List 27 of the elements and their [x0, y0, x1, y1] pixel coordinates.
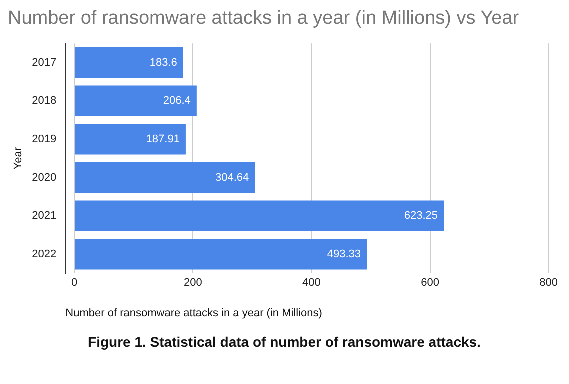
y-axis-title: Year [12, 147, 25, 170]
data-label: 183.6 [150, 56, 178, 69]
y-tick-label: 2018 [32, 95, 57, 108]
y-tick-label: 2020 [32, 172, 57, 184]
x-tick-label: 400 [302, 277, 321, 290]
x-tick-label: 200 [184, 277, 202, 290]
bar [75, 47, 184, 78]
x-tick-label: 600 [421, 277, 440, 290]
y-tick-label: 2017 [32, 56, 57, 69]
data-label: 493.33 [327, 248, 362, 260]
bar [75, 162, 256, 194]
data-label: 206.4 [163, 95, 191, 108]
y-tick-label: 2019 [32, 133, 57, 146]
chart-title: Number of ransomware attacks in a year (in Millions) vs Year [8, 8, 520, 30]
data-label: 304.64 [216, 172, 250, 184]
bar [75, 239, 368, 270]
bar [75, 86, 197, 116]
data-label: 623.25 [404, 210, 438, 222]
y-tick-label: 2021 [32, 210, 57, 222]
x-tick-label: 0 [72, 277, 78, 290]
bar [75, 200, 444, 232]
x-tick-label: 800 [540, 277, 558, 290]
caption: Figure 1. Statistical data of number of ransomware attacks. [87, 334, 482, 350]
x-axis-title: Number of ransomware attacks in a year (in Millions) [66, 307, 322, 320]
y-tick-label: 2022 [32, 248, 57, 260]
data-label: 187.91 [146, 133, 180, 146]
bar [75, 124, 186, 155]
